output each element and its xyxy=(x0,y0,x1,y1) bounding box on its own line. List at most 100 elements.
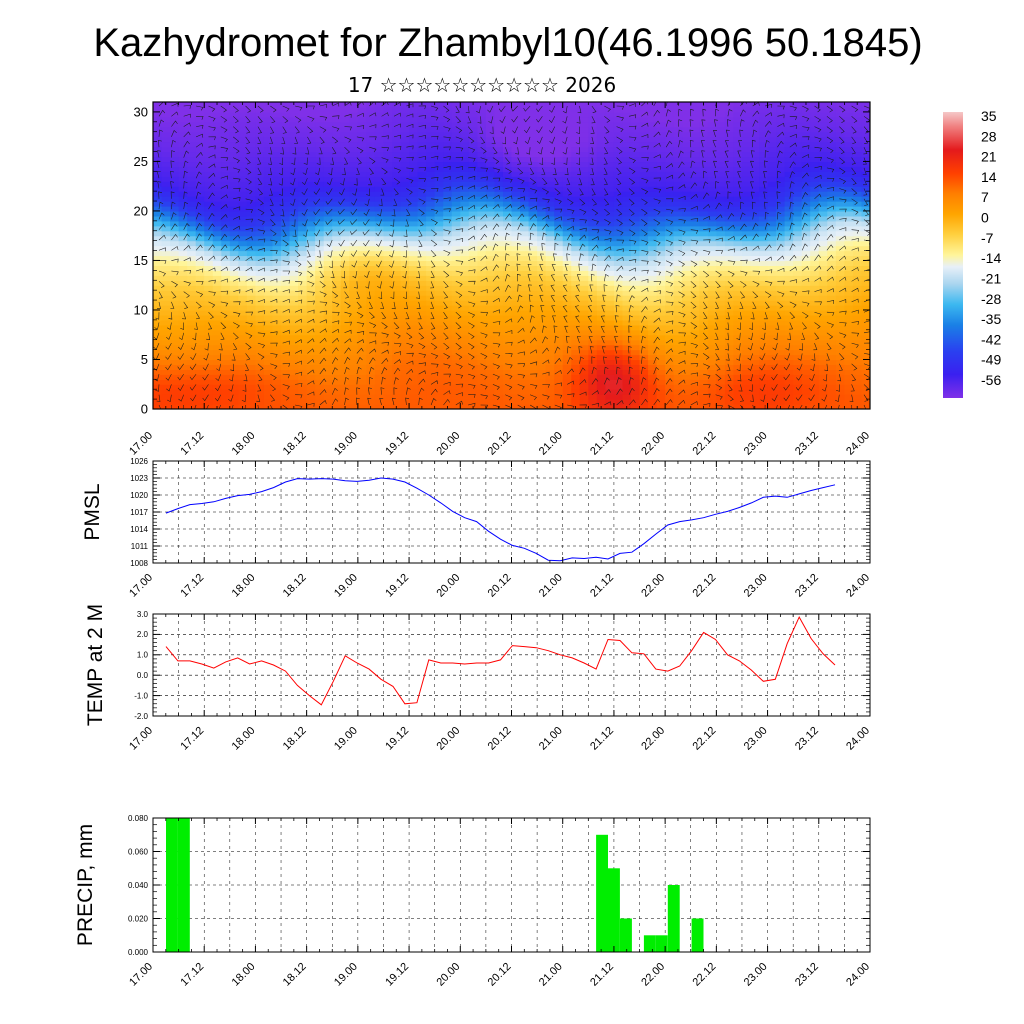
field-cell xyxy=(502,116,513,123)
field-cell xyxy=(238,230,248,237)
field-cell xyxy=(195,394,205,400)
field-cell xyxy=(622,319,632,326)
field-cell xyxy=(340,136,350,143)
field-cell xyxy=(494,399,504,405)
field-cell xyxy=(374,166,385,172)
field-cell xyxy=(392,196,402,202)
field-cell xyxy=(212,191,222,197)
field-cell xyxy=(468,389,478,395)
field-cell xyxy=(460,235,470,242)
field-cell xyxy=(520,136,530,143)
field-cell xyxy=(759,354,769,361)
field-cell xyxy=(426,250,436,257)
field-cell xyxy=(648,369,658,375)
field-cell xyxy=(366,210,376,217)
field-cell xyxy=(724,394,735,400)
field-cell xyxy=(153,225,163,232)
field-cell xyxy=(323,111,333,118)
field-cell xyxy=(810,324,820,331)
field-cell xyxy=(306,359,316,366)
field-cell xyxy=(306,171,316,177)
field-cell xyxy=(639,314,649,321)
field-cell xyxy=(605,374,615,380)
field-cell xyxy=(246,181,257,187)
field-cell xyxy=(315,374,325,380)
field-cell xyxy=(545,324,555,331)
field-cell xyxy=(571,225,581,232)
field-cell xyxy=(699,181,709,187)
field-cell xyxy=(665,156,675,163)
field-cell xyxy=(468,319,478,326)
field-cell xyxy=(579,196,589,202)
field-cell xyxy=(272,374,282,380)
field-cell xyxy=(588,280,598,286)
field-cell xyxy=(340,191,350,197)
field-cell xyxy=(477,210,487,217)
field-cell xyxy=(263,116,274,123)
field-cell xyxy=(366,166,376,172)
field-cell xyxy=(340,344,350,351)
field-cell xyxy=(281,295,291,301)
field-cell xyxy=(460,141,470,148)
field-cell xyxy=(315,300,325,306)
field-cell xyxy=(682,265,692,271)
field-cell xyxy=(733,324,743,331)
field-cell xyxy=(631,344,641,351)
field-cell xyxy=(511,176,521,182)
field-cell xyxy=(187,285,197,291)
field-cell xyxy=(716,156,726,163)
field-cell xyxy=(827,399,837,405)
field-cell xyxy=(477,240,487,247)
field-cell xyxy=(613,210,624,217)
field-cell xyxy=(468,166,478,172)
field-cell xyxy=(246,285,257,291)
field-cell xyxy=(801,106,811,113)
field-cell xyxy=(793,394,803,400)
field-cell xyxy=(554,344,564,351)
field-cell xyxy=(665,295,675,301)
field-cell xyxy=(502,295,513,301)
field-cell xyxy=(212,389,222,395)
field-cell xyxy=(656,295,666,301)
field-cell xyxy=(298,171,308,177)
field-cell xyxy=(298,384,308,390)
field-cell xyxy=(571,354,581,361)
field-cell xyxy=(392,300,402,306)
field-cell xyxy=(707,191,717,197)
field-cell xyxy=(588,141,598,148)
field-cell xyxy=(545,166,555,172)
field-cell xyxy=(272,359,282,366)
field-cell xyxy=(400,141,410,148)
field-cell xyxy=(187,131,197,138)
field-cell xyxy=(178,324,188,331)
field-cell xyxy=(648,374,658,380)
field-cell xyxy=(187,329,197,336)
field-cell xyxy=(263,201,274,207)
field-cell xyxy=(528,230,538,237)
field-cell xyxy=(153,250,163,257)
field-cell xyxy=(613,136,624,143)
field-cell xyxy=(528,354,538,361)
field-cell xyxy=(400,205,410,212)
field-cell xyxy=(528,394,538,400)
field-cell xyxy=(502,161,513,167)
field-cell xyxy=(357,111,367,118)
field-cell xyxy=(332,270,342,276)
field-cell xyxy=(178,156,188,163)
field-cell xyxy=(579,205,589,212)
field-cell xyxy=(784,250,794,257)
field-cell xyxy=(699,285,709,291)
field-cell xyxy=(571,265,581,271)
field-cell xyxy=(409,354,419,361)
field-cell xyxy=(443,300,453,306)
field-cell xyxy=(451,379,461,385)
field-cell xyxy=(579,235,589,242)
field-cell xyxy=(229,379,239,385)
field-cell xyxy=(793,339,803,346)
field-cell xyxy=(656,339,666,346)
field-cell xyxy=(801,280,811,286)
field-cell xyxy=(690,314,700,321)
field-cell xyxy=(656,314,666,321)
field-cell xyxy=(468,309,478,316)
field-cell xyxy=(400,106,410,113)
